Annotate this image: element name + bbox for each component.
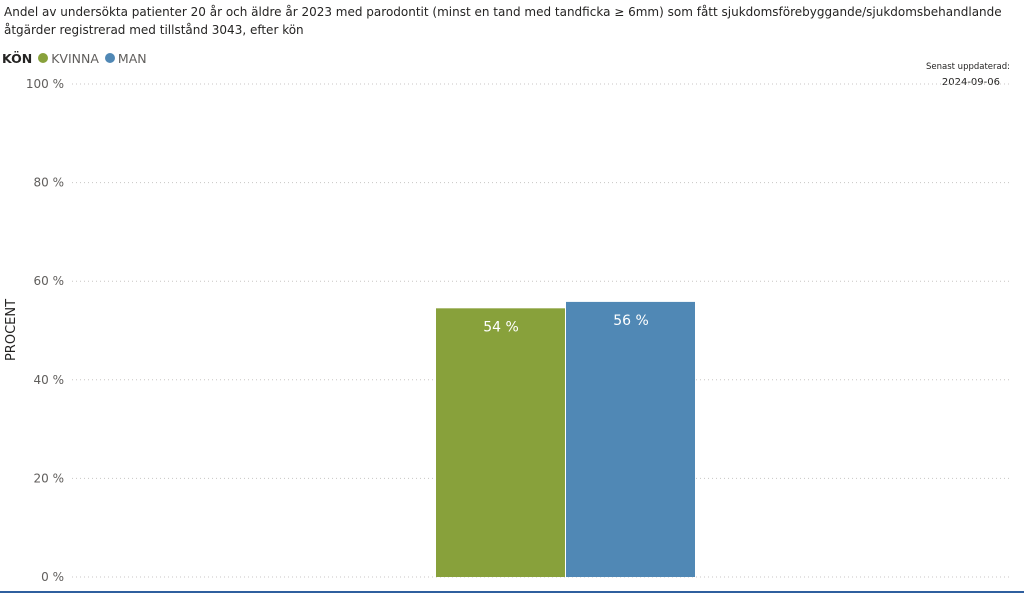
y-axis-ticks: 0 % 20 % 40 % 60 % 80 % 100 % bbox=[26, 77, 64, 584]
y-tick-label: 20 % bbox=[34, 471, 65, 485]
legend: KÖN KVINNA MAN bbox=[2, 49, 153, 67]
y-tick-label: 0 % bbox=[41, 570, 64, 584]
last-updated-label: Senast uppdaterad: bbox=[926, 62, 1010, 72]
legend-item-man[interactable]: MAN bbox=[104, 50, 147, 66]
legend-label-man: MAN bbox=[117, 50, 147, 66]
chart-title: Andel av undersökta patienter 20 år och … bbox=[4, 5, 1002, 37]
y-tick-label: 60 % bbox=[34, 274, 65, 288]
legend-label-kvinna: KVINNA bbox=[51, 50, 99, 66]
legend-item-kvinna[interactable]: KVINNA bbox=[38, 51, 99, 66]
legend-title: KÖN bbox=[2, 50, 33, 66]
bar-man[interactable] bbox=[566, 301, 695, 577]
y-tick-label: 80 % bbox=[34, 176, 65, 190]
y-tick-label: 100 % bbox=[26, 77, 64, 91]
legend-dot-kvinna bbox=[38, 53, 49, 63]
y-axis-title: PROCENT bbox=[4, 299, 19, 361]
data-label-man: 56 % bbox=[613, 313, 649, 329]
bottom-border bbox=[0, 591, 1024, 593]
data-labels: 54 % 56 % bbox=[483, 313, 649, 335]
bar-kvinna[interactable] bbox=[436, 308, 565, 577]
bars bbox=[436, 301, 695, 577]
legend-dot-man bbox=[104, 53, 115, 63]
y-tick-label: 40 % bbox=[34, 373, 65, 387]
last-updated-date: 2024-09-06 bbox=[941, 77, 1000, 88]
data-label-kvinna: 54 % bbox=[483, 319, 519, 335]
gridlines bbox=[72, 83, 1012, 578]
